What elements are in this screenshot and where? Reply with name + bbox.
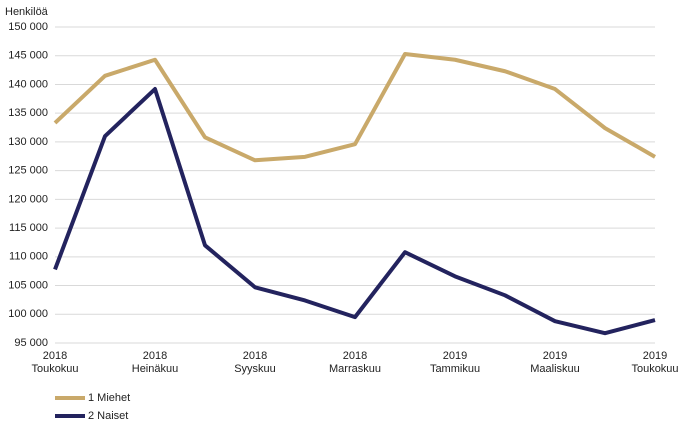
legend-label: 2 Naiset <box>88 410 128 422</box>
y-tick-label: 95 000 <box>14 337 48 349</box>
legend-label: 1 Miehet <box>88 392 130 404</box>
x-tick-label: 2018 Syyskuu <box>234 350 276 375</box>
x-tick-label: 2019 Toukokuu <box>631 350 678 375</box>
y-tick-label: 125 000 <box>8 165 48 177</box>
y-tick-label: 135 000 <box>8 107 48 119</box>
y-tick-label: 100 000 <box>8 308 48 320</box>
x-tick-label: 2018 Toukokuu <box>31 350 78 375</box>
series-line <box>53 52 656 163</box>
y-tick-label: 105 000 <box>8 279 48 291</box>
y-axis-label: Henkilöä <box>5 6 49 18</box>
y-tick-label: 120 000 <box>8 193 48 205</box>
y-tick-label: 150 000 <box>8 21 48 33</box>
x-tick-label: 2019 Maaliskuu <box>530 350 580 375</box>
y-tick-label: 130 000 <box>8 136 48 148</box>
y-tick-label: 145 000 <box>8 50 48 62</box>
x-tick-label: 2018 Heinäkuu <box>132 350 178 375</box>
x-tick-label: 2019 Tammikuu <box>430 350 480 375</box>
y-tick-label: 140 000 <box>8 78 48 90</box>
y-tick-label: 115 000 <box>9 222 48 234</box>
y-tick-label: 110 000 <box>9 251 48 263</box>
series-line <box>53 87 656 336</box>
x-tick-label: 2018 Marraskuu <box>329 350 381 375</box>
